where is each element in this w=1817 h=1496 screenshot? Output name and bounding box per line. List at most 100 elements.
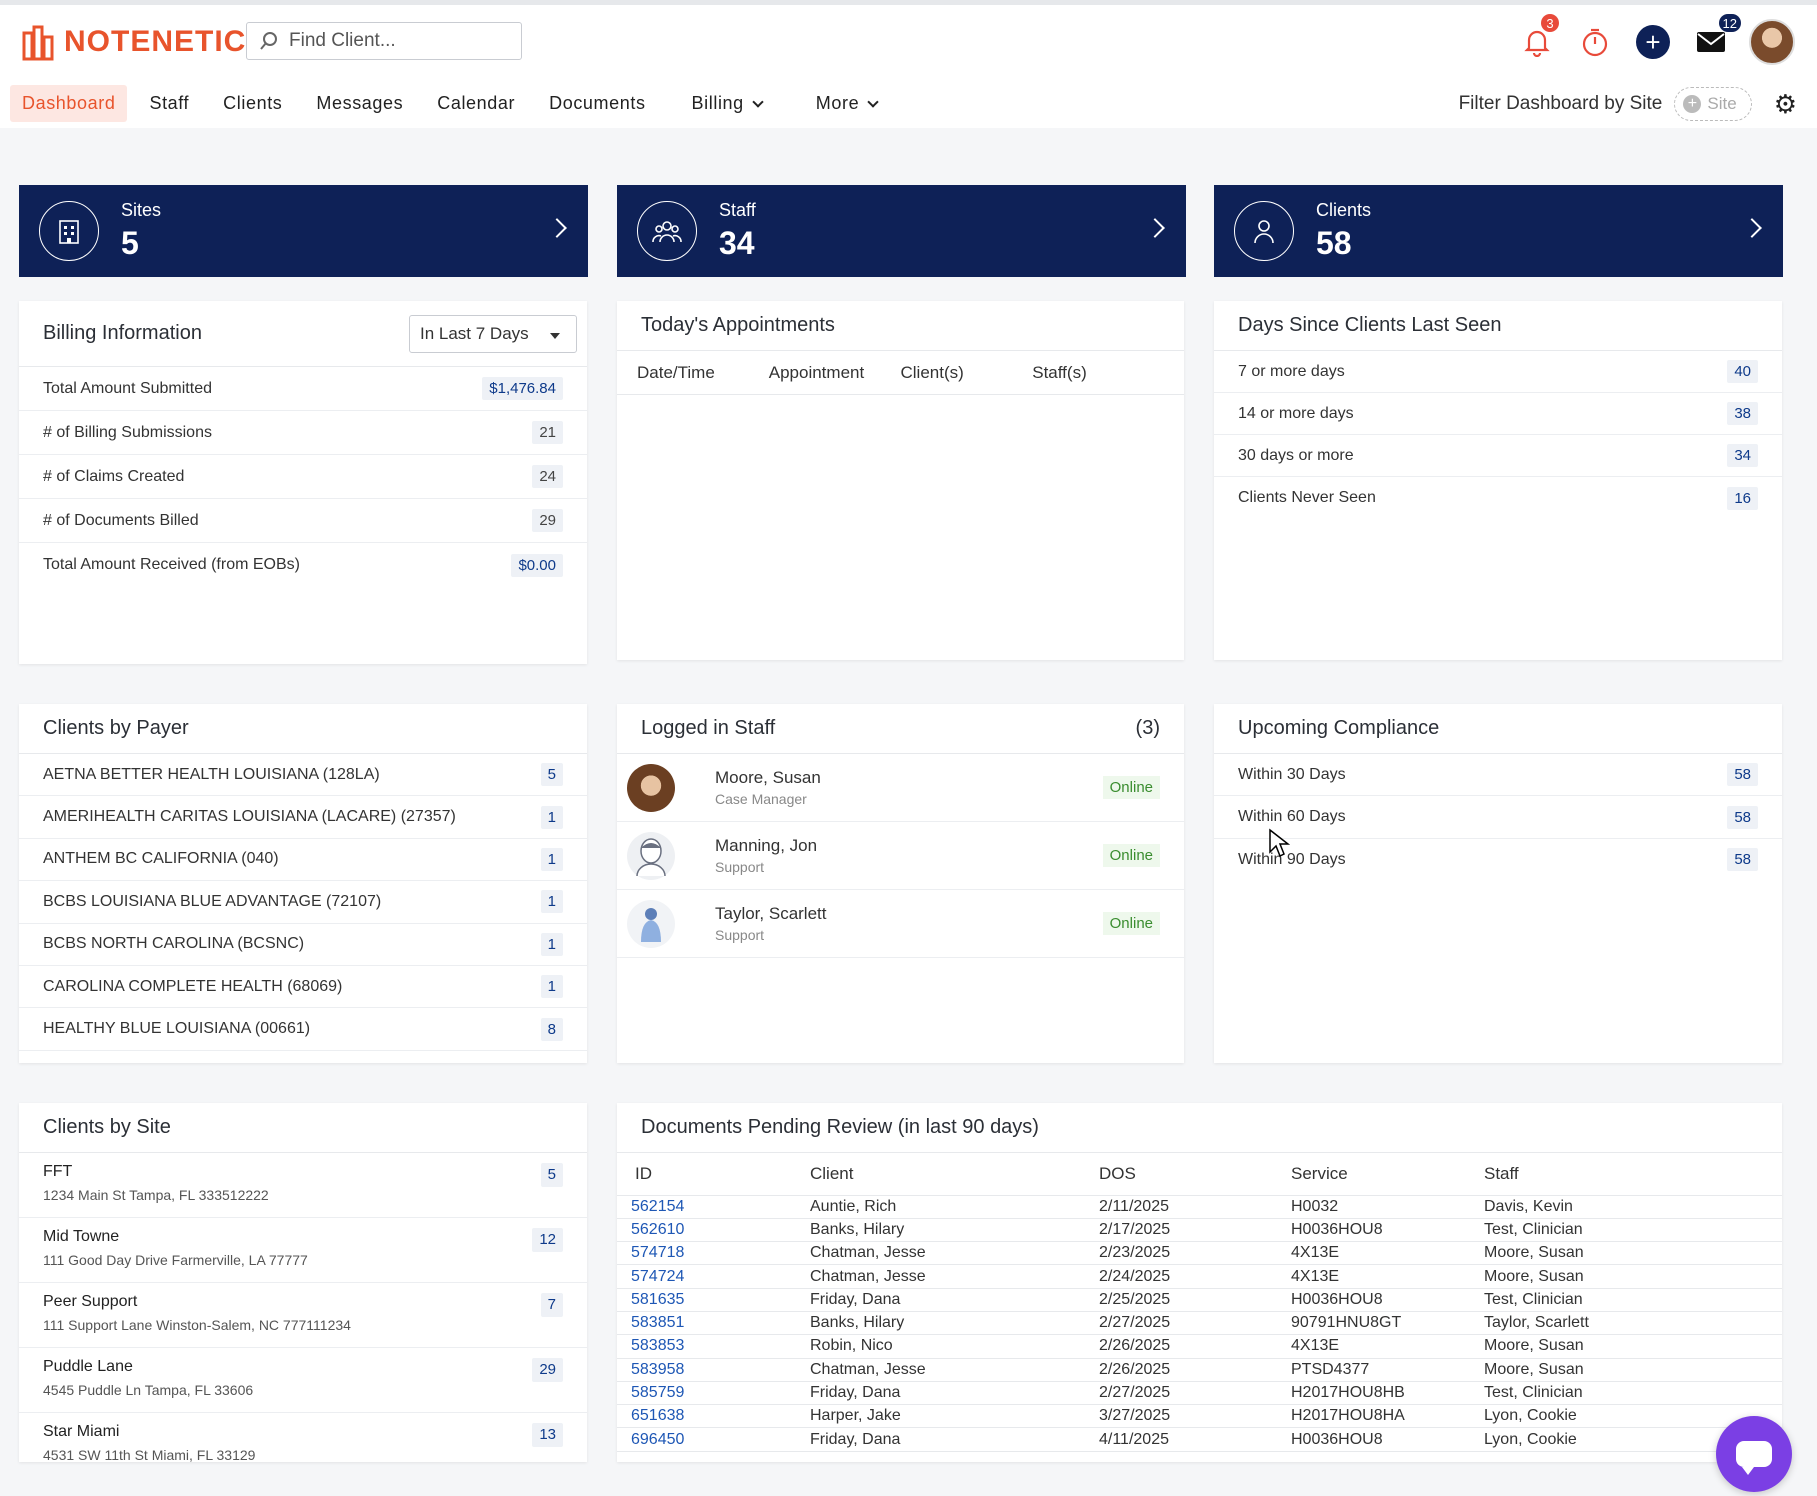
site-row[interactable]: Puddle Lane 4545 Puddle Ln Tampa, FL 3360…	[19, 1348, 587, 1413]
document-id-link[interactable]: 696450	[617, 1427, 810, 1452]
notifications-button[interactable]: 3	[1517, 14, 1559, 62]
row-value: 40	[1727, 360, 1758, 383]
stat-card-staff[interactable]: Staff 34	[617, 185, 1186, 277]
gear-icon[interactable]: ⚙	[1773, 88, 1797, 119]
document-id-link[interactable]: 585759	[617, 1381, 810, 1406]
site-address: 111 Good Day Drive Farmerville, LA 77777	[43, 1252, 308, 1268]
staff-row[interactable]: Manning, Jon Support Online	[617, 822, 1184, 890]
stat-label: Staff	[719, 200, 756, 220]
add-button[interactable]: +	[1633, 22, 1673, 62]
table-row[interactable]: 581635 Friday, Dana 2/25/2025 H0036HOU8 Test…	[617, 1288, 1782, 1312]
site-row[interactable]: Mid Towne 111 Good Day Drive Farmerville,…	[19, 1218, 587, 1283]
document-id-link[interactable]: 651638	[617, 1404, 810, 1429]
table-row[interactable]: 562610 Banks, Hilary 2/17/2025 H0036HOU8 Tes…	[617, 1218, 1782, 1243]
table-cell: Friday, Dana	[810, 1381, 1099, 1406]
last-seen-row[interactable]: 14 or more days 38	[1214, 393, 1782, 435]
document-id-link[interactable]: 562610	[617, 1218, 810, 1243]
status-badge: Online	[1102, 844, 1160, 867]
row-value: 1	[540, 805, 563, 829]
chat-button[interactable]	[1716, 1416, 1792, 1492]
avatar	[627, 899, 675, 948]
nav-clients[interactable]: Clients	[211, 85, 294, 122]
status-badge: Online	[1102, 776, 1160, 799]
site-row[interactable]: FFT 1234 Main St Tampa, FL 333512222 5	[19, 1153, 587, 1218]
site-row[interactable]: Star Miami 4531 SW 11th St Miami, FL 3312…	[19, 1413, 587, 1462]
panel-title: Clients by Payer	[19, 704, 587, 754]
staff-row[interactable]: Moore, Susan Case Manager Online	[617, 754, 1184, 822]
timer-button[interactable]	[1575, 22, 1615, 62]
nav-messages[interactable]: Messages	[304, 85, 415, 122]
messages-button[interactable]: 12	[1691, 14, 1741, 62]
staff-row[interactable]: Taylor, Scarlett Support Online	[617, 890, 1184, 958]
payer-row[interactable]: CAROLINA COMPLETE HEALTH (68069) 1	[19, 966, 587, 1009]
table-cell: Friday, Dana	[810, 1288, 1099, 1312]
plus-icon: +	[1636, 25, 1670, 59]
site-address: 1234 Main St Tampa, FL 333512222	[43, 1187, 269, 1203]
row-value: 1	[540, 932, 563, 956]
last-seen-row[interactable]: Clients Never Seen 16	[1214, 477, 1782, 519]
envelope-icon	[1697, 32, 1725, 52]
compliance-row[interactable]: Within 90 Days 58	[1214, 839, 1782, 881]
nav-documents[interactable]: Documents	[537, 85, 657, 122]
clients-by-site-panel: Clients by Site FFT 1234 Main St Tampa, F…	[19, 1103, 587, 1462]
payer-row[interactable]: HEALTHY BLUE LOUISIANA (00661) 8	[19, 1008, 587, 1051]
site-row[interactable]: Peer Support 111 Support Lane Winston-Sal…	[19, 1283, 587, 1348]
nav-staff[interactable]: Staff	[137, 85, 201, 122]
document-id-link[interactable]: 583853	[617, 1334, 810, 1359]
table-row[interactable]: 574724 Chatman, Jesse 2/24/2025 4X13E Moore,…	[617, 1264, 1782, 1289]
stat-card-clients[interactable]: Clients 58	[1214, 185, 1783, 277]
row-label: CAROLINA COMPLETE HEALTH (68069)	[43, 977, 343, 995]
row-label: AMERIHEALTH CARITAS LOUISIANA (LACARE) (…	[43, 808, 456, 826]
site-filter-pill[interactable]: + Site	[1674, 87, 1752, 121]
document-id-link[interactable]: 583958	[617, 1358, 810, 1382]
table-row[interactable]: 583958 Chatman, Jesse 2/26/2025 PTSD4377 Moo…	[617, 1358, 1782, 1382]
row-value: 58	[1727, 763, 1758, 787]
document-id-link[interactable]: 574718	[617, 1241, 810, 1266]
chat-icon	[1736, 1441, 1772, 1475]
row-label: Within 30 Days	[1238, 765, 1346, 783]
table-row[interactable]: 585759 Friday, Dana 2/27/2025 H2017HOU8HB Te…	[617, 1381, 1782, 1406]
logged-staff-count: (3)	[1135, 717, 1160, 739]
staff-name: Taylor, Scarlett	[715, 904, 827, 923]
last-seen-row[interactable]: 7 or more days 40	[1214, 351, 1782, 393]
table-row[interactable]: 574718 Chatman, Jesse 2/23/2025 4X13E Moore,…	[617, 1241, 1782, 1266]
payer-row[interactable]: BCBS LOUISIANA BLUE ADVANTAGE (72107) 1	[19, 881, 587, 924]
status-badge: Online	[1102, 912, 1160, 935]
panel-title: Logged in Staff	[641, 717, 776, 739]
last-seen-row[interactable]: 30 days or more 34	[1214, 435, 1782, 477]
find-client-search[interactable]	[246, 22, 522, 60]
brand-logo[interactable]: NOTENETIC	[22, 23, 246, 61]
nav-dashboard[interactable]: Dashboard	[10, 85, 128, 122]
document-id-link[interactable]: 583851	[617, 1311, 810, 1336]
notifications-badge: 3	[1541, 14, 1559, 32]
document-id-link[interactable]: 574724	[617, 1264, 810, 1289]
table-cell: Moore, Susan	[1484, 1334, 1782, 1359]
table-row[interactable]: 583851 Banks, Hilary 2/27/2025 90791HNU8GT T…	[617, 1311, 1782, 1336]
table-cell: Moore, Susan	[1484, 1358, 1782, 1382]
table-row[interactable]: 583853 Robin, Nico 2/26/2025 4X13E Moore, Su…	[617, 1334, 1782, 1359]
table-row[interactable]: 562154 Auntie, Rich 2/11/2025 H0032 Davis, K…	[617, 1195, 1782, 1219]
billing-row: # of Billing Submissions 21	[19, 411, 587, 455]
payer-row[interactable]: AMERIHEALTH CARITAS LOUISIANA (LACARE) (…	[19, 796, 587, 839]
payer-row[interactable]: BCBS NORTH CAROLINA (BCSNC) 1	[19, 924, 587, 966]
site-name: Star Miami	[43, 1423, 120, 1440]
nav-calendar[interactable]: Calendar	[425, 85, 527, 122]
search-input[interactable]	[289, 30, 509, 52]
billing-range-dropdown[interactable]: In Last 7 Days	[409, 315, 577, 353]
document-id-link[interactable]: 581635	[617, 1288, 810, 1312]
stat-card-sites[interactable]: Sites 5	[19, 185, 588, 277]
nav-more[interactable]: More	[804, 85, 889, 122]
payer-row[interactable]: ANTHEM BC CALIFORNIA (040) 1	[19, 839, 587, 882]
logged-in-staff-panel: Logged in Staff (3) Moore, Susan Case Ma…	[617, 704, 1184, 1063]
compliance-row[interactable]: Within 30 Days 58	[1214, 754, 1782, 797]
payer-row[interactable]: AETNA BETTER HEALTH LOUISIANA (128LA) 5	[19, 754, 587, 797]
row-value: $1,476.84	[482, 377, 563, 400]
table-row[interactable]: 696450 Friday, Dana 4/11/2025 H0036HOU8 Lyon…	[617, 1427, 1782, 1452]
nav-billing[interactable]: Billing	[680, 85, 774, 122]
row-label: Total Amount Submitted	[43, 379, 212, 397]
compliance-row[interactable]: Within 60 Days 58	[1214, 796, 1782, 839]
document-id-link[interactable]: 562154	[617, 1195, 810, 1219]
table-row[interactable]: 651638 Harper, Jake 3/27/2025 H2017HOU8HA Ly…	[617, 1404, 1782, 1429]
user-avatar[interactable]	[1749, 19, 1795, 65]
staff-role: Case Manager	[715, 791, 807, 807]
